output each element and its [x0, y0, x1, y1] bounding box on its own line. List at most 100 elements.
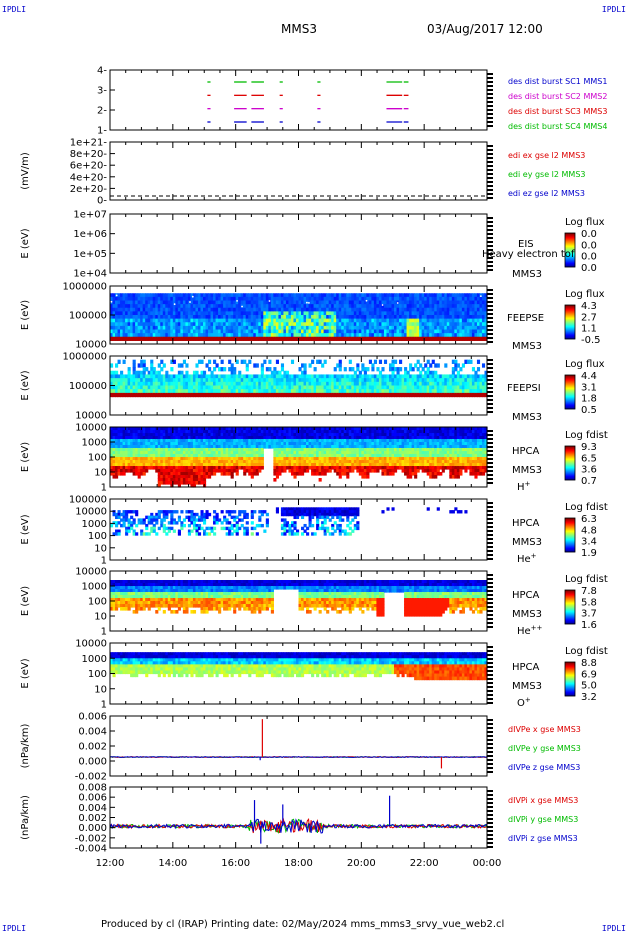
spectrogram-cell: [376, 381, 380, 387]
spectrogram-cell: [110, 363, 114, 368]
spectrogram-cell: [401, 336, 405, 341]
spectrogram-cell: [316, 381, 320, 387]
spectrogram-cell: [479, 296, 483, 302]
spectrogram-cell: [185, 333, 189, 338]
spectrogram-cell: [152, 448, 156, 452]
spectrogram-cell: [205, 389, 209, 394]
colorbar-cell: [565, 377, 575, 379]
spectrogram-cell: [451, 336, 455, 341]
spectrogram-cell: [157, 427, 161, 431]
spectrogram-cell: [170, 433, 174, 437]
spectrogram-cell: [363, 300, 367, 305]
spectrogram-cell: [117, 454, 121, 458]
spectrogram-cell: [283, 307, 287, 312]
spectrogram-cell: [130, 336, 134, 341]
spectrogram-cell: [348, 385, 352, 390]
legend-entry: des dist burst SC4 MMS4: [508, 122, 607, 131]
spectrogram-cell: [197, 427, 202, 431]
spectrogram-cell: [260, 448, 264, 452]
spectrogram-cell: [165, 466, 169, 470]
spectrogram-cell: [205, 451, 209, 455]
spectrogram-cell: [298, 315, 302, 320]
spectrogram-cell: [152, 300, 156, 305]
spectrogram-cell: [399, 300, 403, 305]
spectrogram-cell: [431, 293, 435, 298]
spectrogram-cell: [429, 381, 433, 387]
spectrogram-cell: [208, 336, 212, 341]
spectrogram-cell: [122, 333, 126, 338]
spectrogram-cell: [421, 315, 425, 320]
spectrogram-cell: [426, 304, 430, 309]
spectrogram-cell: [180, 472, 184, 476]
spectrogram-cell: [336, 300, 340, 305]
spectrogram-cell: [328, 318, 332, 323]
spectrogram-cell: [192, 329, 197, 334]
spectrogram-cell: [481, 378, 486, 383]
spectrogram-cell: [378, 318, 383, 323]
spectrogram-cell: [167, 381, 171, 387]
spectrogram-cell: [200, 427, 204, 431]
colorbar-cell: [565, 384, 575, 386]
spectrogram-cell: [454, 318, 458, 323]
spectrogram-cell: [381, 389, 385, 394]
spectrogram-cell: [288, 463, 292, 467]
spectrogram-cell: [182, 469, 186, 473]
spectrogram-cell: [338, 304, 342, 309]
spectrogram-cell: [311, 381, 315, 387]
spectrogram-cell: [255, 329, 259, 334]
spectrogram-cell: [152, 311, 156, 316]
spectrogram-cell: [130, 318, 134, 323]
spectrogram-cell: [192, 433, 197, 437]
spectrogram-cell: [429, 296, 433, 302]
spectrogram-cell: [240, 318, 244, 323]
spectrogram-cell: [238, 451, 242, 455]
spectrogram-cell: [190, 389, 194, 394]
spectrogram-cell: [278, 454, 282, 458]
spectrogram-cell: [145, 466, 149, 470]
spectrogram-cell: [180, 363, 184, 368]
spectrogram-cell: [368, 322, 372, 327]
spectrogram-cell: [177, 315, 181, 320]
spectrogram-cell: [150, 466, 154, 470]
spectrogram-cell: [313, 296, 317, 302]
spectrogram-cell: [280, 307, 285, 312]
spectrogram-cell: [177, 370, 181, 376]
spectrogram-cell: [421, 322, 425, 327]
spectrogram-cell: [223, 296, 227, 302]
spectrogram-cell: [172, 454, 176, 458]
spectrogram-cell: [331, 300, 335, 305]
spectrogram-cell: [233, 385, 237, 390]
spectrogram-cell: [313, 466, 317, 470]
spectrogram-cell: [230, 448, 234, 452]
spectrogram-cell: [175, 318, 179, 323]
spectrogram-cell: [145, 293, 149, 298]
colorbar-tick-label: 0.0: [581, 240, 597, 251]
spectrogram-cell: [160, 436, 164, 440]
spectrogram-cell: [135, 311, 139, 316]
spectrogram-cell: [321, 322, 325, 327]
spectrogram-cell: [170, 436, 174, 440]
spectrogram-cell: [341, 315, 345, 320]
spectrogram-cell: [338, 392, 342, 398]
spectrogram-cell: [273, 472, 277, 476]
spectrogram-cell: [466, 392, 471, 398]
spectrogram-cell: [255, 460, 259, 464]
spectrogram-cell: [336, 307, 340, 312]
spectrogram-cell: [253, 325, 257, 331]
spectrogram-cell: [426, 389, 430, 394]
legend-entry: des dist burst SC3 MMS3: [508, 107, 607, 116]
spectrogram-cell: [366, 315, 370, 320]
spectrogram-cell: [243, 389, 247, 394]
spectrogram-cell: [368, 318, 372, 323]
spectrogram-cell: [140, 378, 144, 383]
spectrogram-cell: [240, 427, 244, 431]
spectrogram-cell: [479, 392, 483, 398]
spectrogram-cell: [145, 433, 149, 437]
spectrogram-cell: [326, 325, 330, 331]
spectrogram-cell: [273, 460, 277, 464]
spectrogram-cell: [140, 389, 144, 394]
spectrogram-cell: [142, 427, 146, 431]
spectrogram-cell: [419, 322, 423, 327]
